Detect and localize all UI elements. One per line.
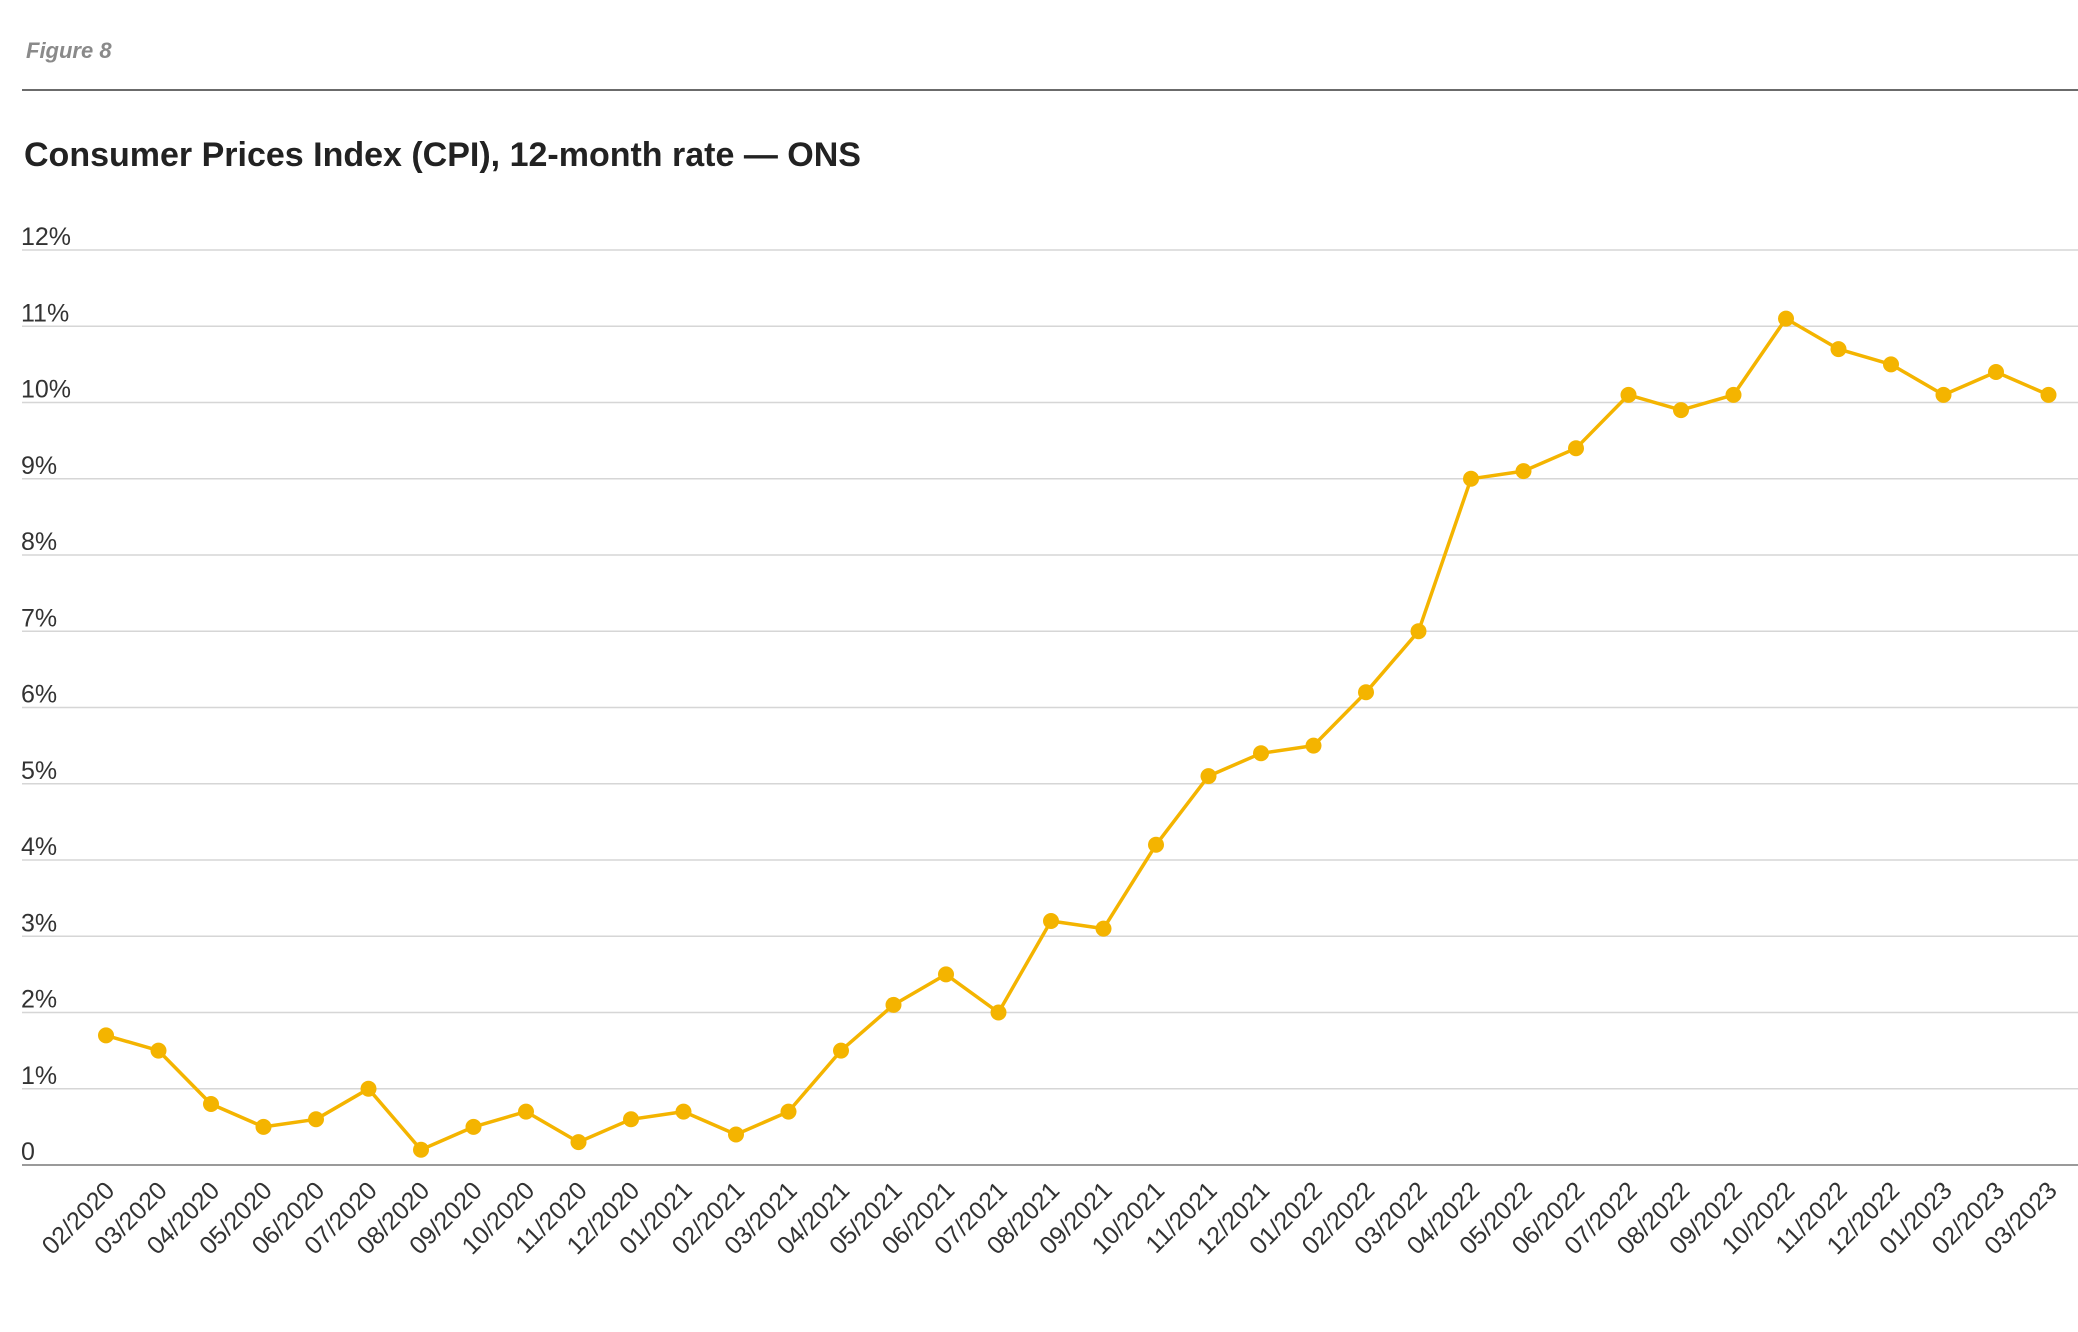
data-point bbox=[1410, 623, 1427, 640]
data-point bbox=[1148, 836, 1164, 853]
data-point bbox=[675, 1103, 692, 1120]
data-point bbox=[1043, 913, 1059, 929]
figure-label: Figure 8 bbox=[26, 38, 112, 63]
y-tick-label: 1% bbox=[21, 1062, 57, 1090]
data-point bbox=[413, 1141, 429, 1158]
data-point bbox=[728, 1126, 744, 1143]
data-point bbox=[885, 996, 902, 1013]
data-point bbox=[1883, 356, 1899, 373]
data-point bbox=[1200, 768, 1217, 785]
gridlines bbox=[22, 249, 2078, 1166]
data-point bbox=[833, 1042, 849, 1059]
data-point bbox=[1778, 310, 1794, 327]
y-tick-label: 11% bbox=[21, 299, 69, 327]
data-point bbox=[255, 1118, 272, 1135]
data-point bbox=[1253, 745, 1269, 762]
data-point bbox=[1568, 440, 1584, 457]
y-tick-label: 4% bbox=[21, 833, 57, 861]
data-point bbox=[465, 1118, 482, 1135]
x-axis-tick-labels: 02/202003/202004/202005/202006/202007/20… bbox=[37, 1176, 2063, 1260]
data-point bbox=[1673, 402, 1689, 419]
series-line bbox=[105, 316, 2050, 1152]
y-tick-label: 5% bbox=[21, 757, 57, 785]
data-point bbox=[1463, 470, 1479, 487]
data-point bbox=[1988, 364, 2004, 380]
y-tick-label: 6% bbox=[21, 681, 57, 709]
data-point bbox=[1358, 684, 1374, 701]
data-point bbox=[150, 1042, 167, 1059]
data-point bbox=[1095, 920, 1112, 937]
y-tick-label: 12% bbox=[21, 223, 71, 251]
y-axis-tick-labels: 0 1% 2% 3% 4% 5% 6% 7% 8% 9% 10% 11% 12% bbox=[21, 223, 71, 1166]
y-tick-label: 10% bbox=[21, 376, 71, 404]
series-line-group bbox=[105, 316, 2050, 1152]
data-point bbox=[1305, 737, 1322, 754]
data-point bbox=[623, 1111, 639, 1128]
data-point bbox=[360, 1080, 377, 1097]
header-divider bbox=[22, 89, 2078, 91]
y-tick-label: 2% bbox=[21, 986, 57, 1014]
data-point bbox=[2040, 386, 2057, 403]
series-points bbox=[98, 310, 2057, 1158]
y-tick-label: 9% bbox=[21, 452, 57, 480]
data-point bbox=[1830, 341, 1847, 358]
y-tick-label: 8% bbox=[21, 528, 57, 556]
data-point bbox=[570, 1134, 587, 1151]
data-point bbox=[1725, 386, 1742, 403]
y-tick-label: 3% bbox=[21, 909, 57, 937]
chart-title: Consumer Prices Index (CPI), 12-month ra… bbox=[24, 136, 861, 174]
data-point bbox=[780, 1103, 797, 1120]
data-point bbox=[938, 966, 954, 983]
data-point bbox=[203, 1096, 219, 1112]
data-point bbox=[1935, 386, 1952, 403]
data-point bbox=[1620, 386, 1637, 403]
y-tick-label: 7% bbox=[21, 604, 57, 632]
data-point bbox=[98, 1027, 114, 1044]
data-point bbox=[308, 1111, 324, 1128]
y-tick-label: 0 bbox=[21, 1138, 35, 1166]
data-point bbox=[1515, 463, 1532, 480]
data-point bbox=[518, 1103, 534, 1120]
data-point bbox=[990, 1004, 1007, 1021]
